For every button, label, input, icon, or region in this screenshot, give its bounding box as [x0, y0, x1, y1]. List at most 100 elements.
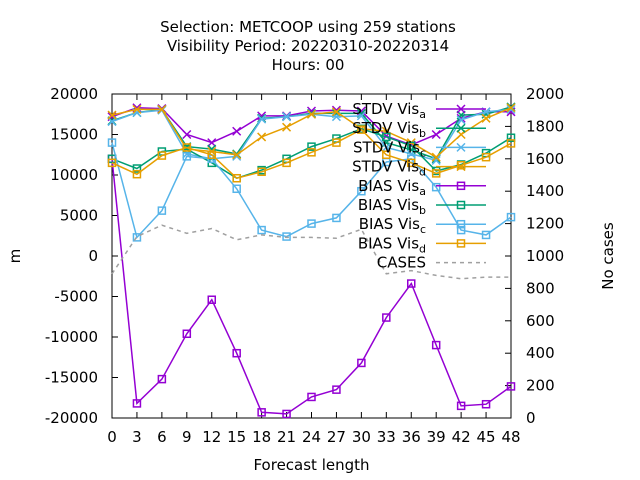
data-point	[257, 167, 266, 177]
data-point	[307, 148, 316, 157]
legend-label: BIAS Visc	[359, 215, 426, 236]
x-tick-label: 3	[132, 428, 142, 446]
legend-label-main: BIAS Vis	[358, 196, 419, 214]
data-point	[182, 152, 192, 161]
data-point	[332, 138, 341, 147]
legend-label-main: STDV Vis	[353, 138, 420, 156]
legend-label: STDV Visb	[352, 119, 426, 140]
legend-marker	[456, 162, 466, 172]
data-point	[232, 173, 241, 183]
y-tick-label: 0	[88, 247, 98, 265]
legend-label: STDV Visa	[352, 100, 426, 121]
data-point	[456, 401, 466, 411]
data-point	[132, 164, 142, 173]
x-tick-label: 48	[501, 428, 520, 446]
data-point	[257, 408, 266, 417]
data-point	[481, 399, 491, 409]
data-point	[132, 399, 142, 408]
series-bias-vis-c	[107, 138, 516, 242]
data-point	[456, 161, 466, 170]
legend-label-subscript: b	[419, 204, 426, 217]
data-point	[257, 114, 267, 124]
legend-label-subscript: d	[419, 166, 426, 179]
y2-tick-label: 1800	[526, 117, 564, 135]
legend-label-subscript: a	[419, 108, 426, 121]
data-point	[207, 150, 216, 159]
y-tick-label: 15000	[50, 126, 98, 144]
legend-label-main: BIAS Vis	[358, 234, 419, 252]
data-point	[332, 385, 341, 394]
x-tick-label: 24	[302, 428, 321, 446]
x-tick-label: 27	[327, 428, 346, 446]
data-point	[431, 155, 441, 165]
series-cases	[111, 224, 511, 280]
series-line	[111, 128, 512, 180]
data-point	[357, 125, 366, 134]
data-point	[157, 206, 167, 215]
data-point	[107, 138, 117, 147]
data-point	[356, 111, 366, 121]
data-point	[481, 152, 491, 162]
y-tick-label: 10000	[50, 166, 98, 184]
chart-axes: 0 3 6 9 12 15 18 21 24 27 30 33 36 39 42 45 48-20000-150…	[6, 85, 617, 474]
y2-tick-label: 2000	[526, 85, 564, 103]
x-tick-label: 9	[182, 428, 192, 446]
legend-label: STDV Visd	[352, 158, 426, 179]
legend-label-subscript: c	[420, 146, 426, 159]
y-tick-label: -20000	[45, 409, 98, 427]
data-point	[407, 141, 416, 151]
data-point	[431, 169, 441, 178]
x-tick-label: 33	[377, 428, 396, 446]
legend-marker	[456, 219, 466, 229]
legend-marker	[456, 142, 466, 152]
data-point	[232, 150, 242, 160]
x-tick-label: 21	[277, 428, 296, 446]
data-point	[132, 169, 142, 179]
y2-tick-label: 1600	[526, 150, 564, 168]
y2-tick-label: 1000	[526, 247, 564, 265]
data-point	[431, 129, 441, 140]
data-point	[506, 212, 516, 222]
x-axis-label: Forecast length	[253, 456, 369, 474]
y2-tick-label: 1200	[526, 215, 564, 233]
data-point	[481, 230, 491, 240]
data-point	[232, 126, 242, 136]
legend-marker	[456, 123, 466, 133]
data-point	[107, 110, 117, 120]
data-point	[282, 122, 292, 132]
data-point	[307, 392, 316, 402]
x-tick-label: 15	[227, 428, 246, 446]
data-point	[157, 151, 167, 160]
data-point	[207, 138, 217, 148]
x-tick-label: 36	[402, 428, 421, 446]
series-line	[111, 224, 511, 280]
legend-marker	[456, 181, 466, 191]
data-point	[257, 225, 266, 235]
legend-label: BIAS Visa	[358, 177, 426, 198]
data-point	[357, 186, 366, 196]
y-axis-label: m	[6, 249, 24, 264]
chart-series	[107, 102, 516, 419]
data-point	[282, 232, 291, 241]
y-tick-label: 20000	[50, 85, 98, 103]
y2-axis-label: No cases	[599, 222, 617, 290]
legend-label: STDV Visc	[353, 138, 426, 159]
legend-label: BIAS Visb	[358, 196, 426, 217]
data-point	[306, 109, 317, 119]
x-tick-label: 42	[452, 428, 471, 446]
data-point	[357, 358, 366, 368]
series-line	[111, 142, 512, 239]
data-point	[182, 129, 192, 140]
x-tick-label: 30	[352, 428, 371, 446]
legend-label-subscript: a	[419, 185, 426, 198]
legend-marker	[456, 104, 466, 114]
x-tick-label: 39	[427, 428, 446, 446]
x-tick-label: 12	[202, 428, 221, 446]
data-point	[331, 107, 341, 117]
legend-label-main: CASES	[377, 254, 426, 272]
data-point	[182, 329, 192, 339]
legend-label: BIAS Visd	[358, 234, 426, 255]
data-point	[157, 374, 167, 384]
data-point	[132, 233, 142, 242]
y-tick-label: -15000	[45, 369, 98, 387]
